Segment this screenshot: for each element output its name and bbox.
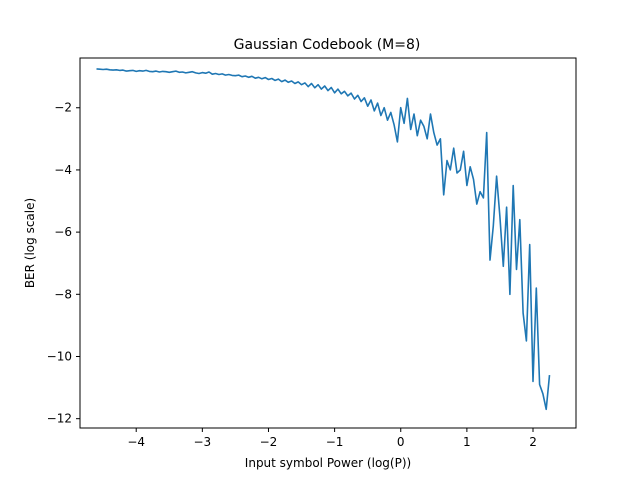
y-tick-label: −6 (54, 225, 72, 239)
y-axis-label: BER (log scale) (23, 198, 37, 288)
x-axis-ticks: −4 −3 −2 −1 0 1 2 (127, 428, 537, 449)
plot-area (80, 58, 576, 428)
y-tick-label: −12 (47, 412, 72, 426)
y-axis-ticks: −12 −10 −8 −6 −4 −2 (47, 101, 80, 426)
y-tick-label: −8 (54, 287, 72, 301)
x-tick-label: −2 (260, 435, 278, 449)
x-tick-label: 1 (463, 435, 471, 449)
chart-title: Gaussian Codebook (M=8) (234, 37, 421, 53)
x-axis-label: Input symbol Power (log(P)) (245, 456, 411, 470)
plot-frame (79, 57, 577, 429)
x-tick-label: −3 (193, 435, 211, 449)
x-tick-label: 2 (529, 435, 537, 449)
x-tick-label: −4 (127, 435, 145, 449)
y-tick-label: −2 (54, 101, 72, 115)
y-tick-label: −10 (47, 349, 72, 363)
x-tick-label: −1 (326, 435, 344, 449)
series-line (96, 68, 551, 411)
y-tick-label: −4 (54, 163, 72, 177)
x-tick-label: 0 (397, 435, 405, 449)
